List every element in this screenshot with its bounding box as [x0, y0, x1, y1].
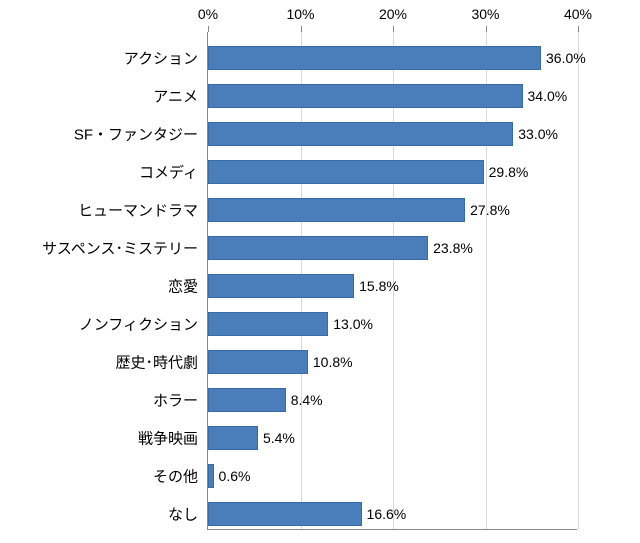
bar-row: 歴史･時代劇10.8% [208, 350, 577, 374]
value-label: 0.6% [213, 468, 251, 484]
value-label: 29.8% [483, 164, 529, 180]
bar: 36.0% [208, 46, 541, 70]
bar: 13.0% [208, 312, 328, 336]
category-label: ホラー [153, 390, 208, 411]
bar: 5.4% [208, 426, 258, 450]
category-label: なし [168, 504, 208, 525]
tick-mark [578, 26, 579, 32]
bar-row: なし16.6% [208, 502, 577, 526]
category-label: ヒューマンドラマ [78, 200, 208, 221]
bar: 29.8% [208, 160, 484, 184]
category-label: アクション [124, 48, 208, 69]
bar-row: アクション36.0% [208, 46, 577, 70]
bar: 8.4% [208, 388, 286, 412]
bar: 10.8% [208, 350, 308, 374]
value-label: 13.0% [327, 316, 373, 332]
bar: 0.6% [208, 464, 214, 488]
gridline [578, 32, 579, 529]
category-label: 歴史･時代劇 [115, 352, 208, 373]
bar-row: アニメ34.0% [208, 84, 577, 108]
x-tick-label: 30% [471, 6, 499, 22]
bar: 33.0% [208, 122, 513, 146]
category-label: コメディ [139, 162, 208, 183]
value-label: 34.0% [522, 88, 568, 104]
tick-mark [301, 26, 302, 32]
value-label: 8.4% [285, 392, 323, 408]
x-tick-label: 0% [198, 6, 218, 22]
bar-row: コメディ29.8% [208, 160, 577, 184]
category-label: SF・ファンタジー [74, 124, 208, 145]
bar-row: ホラー8.4% [208, 388, 577, 412]
x-tick-label: 10% [286, 6, 314, 22]
value-label: 16.6% [361, 506, 407, 522]
plot-area: 0%10%20%30%40%アクション36.0%アニメ34.0%SF・ファンタジ… [207, 32, 577, 530]
value-label: 23.8% [427, 240, 473, 256]
bar-row: SF・ファンタジー33.0% [208, 122, 577, 146]
bar: 16.6% [208, 502, 362, 526]
bar-row: 戦争映画5.4% [208, 426, 577, 450]
x-tick-label: 40% [564, 6, 592, 22]
bar: 27.8% [208, 198, 465, 222]
bar: 23.8% [208, 236, 428, 260]
bar-row: サスペンス･ミステリー23.8% [208, 236, 577, 260]
bar: 15.8% [208, 274, 354, 298]
value-label: 15.8% [353, 278, 399, 294]
category-label: その他 [153, 466, 208, 487]
chart: 0%10%20%30%40%アクション36.0%アニメ34.0%SF・ファンタジ… [0, 0, 640, 543]
value-label: 5.4% [257, 430, 295, 446]
value-label: 33.0% [512, 126, 558, 142]
category-label: 戦争映画 [138, 428, 208, 449]
bar: 34.0% [208, 84, 523, 108]
tick-mark [208, 26, 209, 32]
value-label: 27.8% [464, 202, 510, 218]
category-label: サスペンス･ミステリー [42, 238, 208, 259]
value-label: 10.8% [307, 354, 353, 370]
category-label: アニメ [153, 86, 208, 107]
tick-mark [486, 26, 487, 32]
bar-row: 恋愛15.8% [208, 274, 577, 298]
x-tick-label: 20% [379, 6, 407, 22]
tick-mark [393, 26, 394, 32]
bar-row: ノンフィクション13.0% [208, 312, 577, 336]
category-label: ノンフィクション [79, 314, 208, 335]
value-label: 36.0% [540, 50, 586, 66]
bar-row: その他0.6% [208, 464, 577, 488]
bar-row: ヒューマンドラマ27.8% [208, 198, 577, 222]
category-label: 恋愛 [168, 276, 208, 297]
